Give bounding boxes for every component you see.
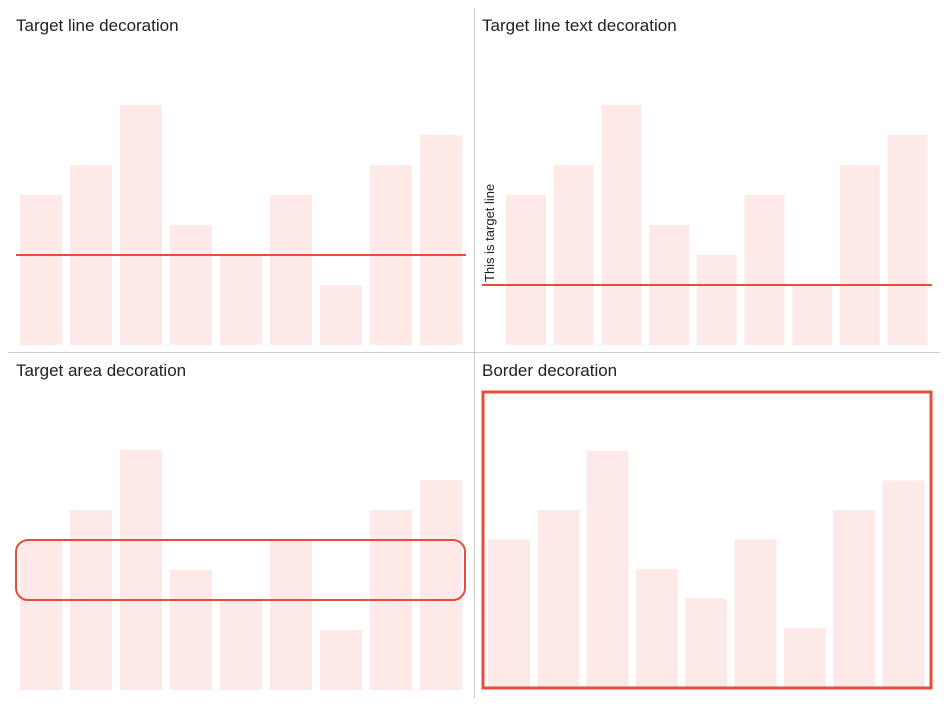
bar <box>882 480 925 687</box>
bar <box>586 451 629 687</box>
bar <box>696 255 737 345</box>
border-frame <box>481 390 933 690</box>
bar <box>734 539 777 687</box>
chart-target-line <box>16 105 466 345</box>
bar <box>506 195 546 345</box>
horizontal-divider <box>8 352 940 353</box>
bar <box>635 569 678 687</box>
bar <box>537 510 580 687</box>
bar <box>420 135 462 345</box>
bar <box>20 540 62 690</box>
chart-border <box>481 390 933 690</box>
bar <box>833 510 876 687</box>
bar <box>270 540 312 690</box>
bar <box>553 165 594 345</box>
bar <box>685 598 728 687</box>
panel-title-border: Border decoration <box>482 361 618 380</box>
bar <box>120 450 162 690</box>
bar <box>783 628 826 687</box>
bar <box>887 135 928 345</box>
bar <box>488 539 530 687</box>
target-area <box>15 539 466 601</box>
panel-title-target-line: Target line decoration <box>16 16 179 35</box>
bar <box>792 285 833 345</box>
bar <box>270 195 312 345</box>
chart-target-line-text: This is target line <box>482 105 932 345</box>
bar <box>220 255 262 345</box>
target-line-label: This is target line <box>482 184 497 282</box>
panel-title-target-area: Target area decoration <box>16 361 187 380</box>
bar <box>420 480 462 690</box>
panel-title-target-line-text: Target line text decoration <box>482 16 677 35</box>
bar <box>744 195 785 345</box>
bar <box>601 105 642 345</box>
bar <box>320 285 362 345</box>
bar <box>20 195 62 345</box>
bar <box>170 570 212 690</box>
bar <box>839 165 880 345</box>
bar <box>120 105 162 345</box>
chart-target-area <box>15 450 466 690</box>
bar <box>320 630 362 690</box>
vertical-divider <box>474 8 475 698</box>
bar <box>220 600 262 690</box>
bar <box>170 225 212 345</box>
